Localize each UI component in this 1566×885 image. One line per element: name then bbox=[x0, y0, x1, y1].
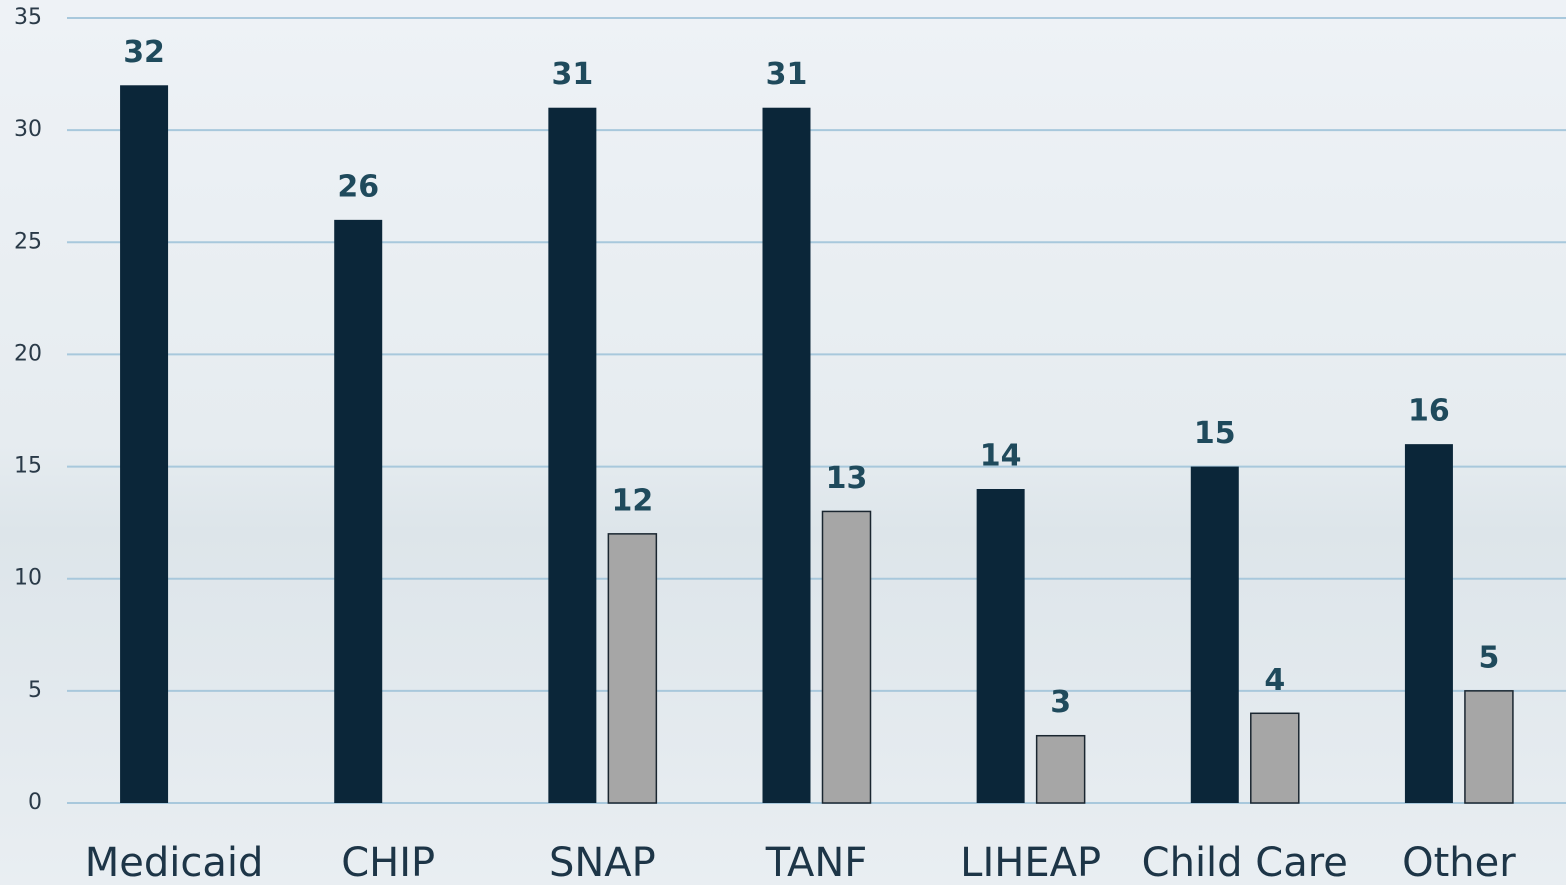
bar bbox=[762, 107, 811, 803]
x-tick-label: CHIP bbox=[341, 840, 435, 885]
value-label: 4 bbox=[1264, 663, 1285, 698]
bar bbox=[1035, 734, 1086, 804]
value-label: 31 bbox=[551, 57, 593, 92]
x-tick-label: Other bbox=[1402, 840, 1516, 885]
value-label: 13 bbox=[826, 461, 868, 496]
bar bbox=[821, 510, 872, 804]
bar bbox=[976, 489, 1025, 803]
x-tick-label: LIHEAP bbox=[960, 840, 1101, 885]
bar bbox=[1404, 444, 1453, 803]
value-label: 5 bbox=[1478, 640, 1499, 675]
value-label: 14 bbox=[980, 439, 1022, 474]
y-tick-label: 35 bbox=[14, 5, 42, 30]
x-tick-label: Child Care bbox=[1142, 840, 1348, 885]
bar bbox=[334, 219, 383, 803]
value-label: 32 bbox=[123, 35, 165, 70]
bar bbox=[548, 107, 597, 803]
x-tick-label: Medicaid bbox=[85, 840, 264, 885]
value-label: 15 bbox=[1194, 416, 1236, 451]
bar bbox=[607, 533, 658, 804]
value-label: 12 bbox=[611, 483, 653, 518]
bar bbox=[1250, 712, 1300, 804]
bar bbox=[1464, 690, 1514, 804]
x-tick-label: SNAP bbox=[549, 840, 656, 885]
value-label: 26 bbox=[337, 169, 379, 204]
y-tick-label: 30 bbox=[14, 117, 42, 142]
y-tick-label: 5 bbox=[28, 678, 42, 703]
x-tick-label: TANF bbox=[765, 840, 868, 885]
bar bbox=[1190, 466, 1239, 803]
y-tick-label: 10 bbox=[14, 566, 42, 591]
value-label: 31 bbox=[766, 57, 808, 92]
y-tick-label: 25 bbox=[14, 229, 42, 254]
bar bbox=[120, 85, 169, 804]
value-label: 3 bbox=[1050, 685, 1071, 720]
y-tick-label: 20 bbox=[14, 341, 42, 366]
y-tick-label: 0 bbox=[28, 790, 42, 815]
value-label: 16 bbox=[1408, 394, 1450, 429]
y-tick-label: 15 bbox=[14, 454, 42, 479]
